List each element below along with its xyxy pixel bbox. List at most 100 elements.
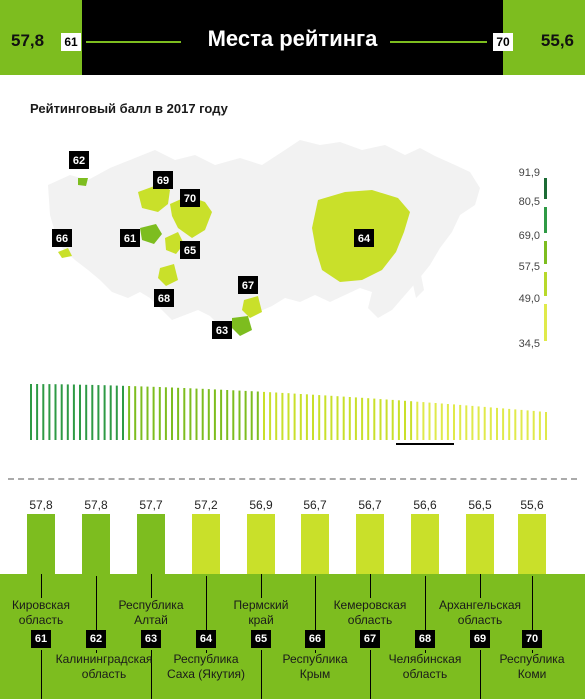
bar-value-label: 57,8 <box>84 498 108 512</box>
distribution-bar <box>54 384 57 440</box>
connector-tick <box>206 650 207 653</box>
distribution-bar <box>238 390 241 440</box>
region-name: Республика Крым <box>260 652 370 682</box>
bar <box>466 514 494 574</box>
novaya-zemlya <box>230 160 250 180</box>
distribution-bar <box>508 408 511 440</box>
distribution-bar <box>128 386 131 440</box>
distribution-bar <box>416 401 419 440</box>
region-kemerovo <box>242 296 262 318</box>
distribution-bar <box>36 384 39 440</box>
distribution-bar <box>140 386 143 440</box>
map-marker-62: 62 <box>69 151 89 169</box>
header-right-score: 55,6 <box>540 31 574 50</box>
bar-value-label: 55,6 <box>520 498 544 512</box>
distribution-bar <box>361 397 364 440</box>
region-perm <box>165 232 184 254</box>
distribution-bar <box>453 404 455 440</box>
region-name: Республика Коми <box>477 652 585 682</box>
distribution-bar <box>122 385 124 440</box>
distribution-bar <box>171 387 173 440</box>
region-name-line: Калининградская <box>55 652 153 666</box>
legend-label: 57,5 <box>518 261 540 273</box>
header-left-line <box>86 41 181 43</box>
region-name-line: Коми <box>517 667 547 681</box>
header-right-panel <box>503 0 585 75</box>
distribution-bar <box>177 387 180 440</box>
region-name-line: Кировская <box>12 598 70 612</box>
connector-tick <box>315 650 316 653</box>
map-marker-label: 64 <box>358 233 371 245</box>
distribution-bar <box>305 394 308 440</box>
distribution-bar <box>514 409 517 440</box>
connector-tick <box>151 574 152 598</box>
rank-badge-61: 61 <box>31 630 51 648</box>
distribution-bar <box>256 391 259 440</box>
connector-tick <box>532 576 533 630</box>
distribution-bar <box>220 389 223 440</box>
bar <box>356 514 384 574</box>
island-north <box>292 142 310 154</box>
distribution-bar <box>250 391 253 440</box>
distribution-bar <box>158 387 161 440</box>
rank-badge-67: 67 <box>360 630 380 648</box>
distribution-bar <box>201 388 204 440</box>
distribution-bar <box>281 392 284 440</box>
bar-value-label: 56,7 <box>303 498 327 512</box>
distribution-bar <box>410 401 413 440</box>
distribution-bar <box>183 388 186 440</box>
distribution-bar <box>532 410 535 440</box>
bar <box>411 514 439 574</box>
map-marker-label: 65 <box>184 245 196 257</box>
distribution-bar <box>324 395 327 440</box>
region-name-line: Республика <box>282 652 348 666</box>
connector-tick <box>96 576 97 630</box>
distribution-bar <box>312 394 314 440</box>
distribution-bar <box>299 394 302 440</box>
connector-tick <box>41 650 42 699</box>
region-name-line: Алтай <box>134 613 168 627</box>
distribution-bar <box>397 400 400 440</box>
connector-tick <box>480 574 481 598</box>
region-name: Челябинская область <box>370 652 480 682</box>
distribution-bar <box>195 388 198 440</box>
section-divider <box>8 478 577 480</box>
bar-value-label: 56,7 <box>358 498 382 512</box>
distribution-bar <box>520 409 523 440</box>
distribution-bar <box>434 403 437 440</box>
distribution-bar <box>336 396 339 440</box>
rank-badge-68: 68 <box>415 630 435 648</box>
distribution-bar <box>164 387 167 440</box>
bar <box>301 514 329 574</box>
distribution-bar <box>146 386 149 440</box>
map-marker-64: 64 <box>354 229 374 247</box>
header-right-line <box>390 41 487 43</box>
region-kirov <box>140 224 162 244</box>
connector-tick <box>370 650 371 699</box>
region-name-line: край <box>248 613 274 627</box>
distribution-bar <box>226 390 229 440</box>
distribution-bar <box>330 395 333 440</box>
map-marker-66: 66 <box>52 229 72 247</box>
distribution-bar <box>428 402 431 440</box>
region-name-line: область <box>457 613 503 627</box>
connector-tick <box>96 650 97 653</box>
distribution-bar <box>379 399 382 440</box>
bar-value-label: 56,6 <box>413 498 437 512</box>
distribution-bar <box>373 398 376 440</box>
legend-label: 80,5 <box>518 196 540 208</box>
distribution-bar <box>526 410 529 440</box>
distribution-bar <box>465 405 468 440</box>
distribution-bar <box>404 400 406 440</box>
russia-map: 62 69 70 66 61 65 64 67 68 63 <box>48 140 480 339</box>
region-name-line: Кемеровская <box>333 598 407 612</box>
distribution-bar <box>207 389 210 440</box>
map-marker-label: 63 <box>216 325 228 337</box>
bar <box>27 514 55 574</box>
distribution-bar <box>354 397 357 440</box>
distribution-bar <box>72 384 75 440</box>
distribution-bar <box>269 392 272 440</box>
distribution-bar <box>97 385 100 440</box>
region-name-line: Республика <box>499 652 565 666</box>
rank-badge-64: 64 <box>196 630 216 648</box>
